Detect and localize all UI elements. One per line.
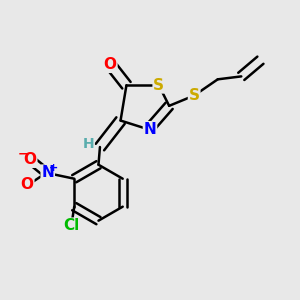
Text: O: O	[21, 177, 34, 192]
Text: S: S	[189, 88, 200, 103]
Text: N: N	[144, 122, 156, 137]
Text: O: O	[104, 57, 117, 72]
Text: O: O	[24, 152, 37, 167]
Text: S: S	[153, 78, 164, 93]
Text: N: N	[41, 165, 54, 180]
Text: +: +	[49, 163, 58, 172]
Text: Cl: Cl	[63, 218, 80, 233]
Text: H: H	[82, 137, 94, 151]
Text: −: −	[17, 148, 28, 161]
